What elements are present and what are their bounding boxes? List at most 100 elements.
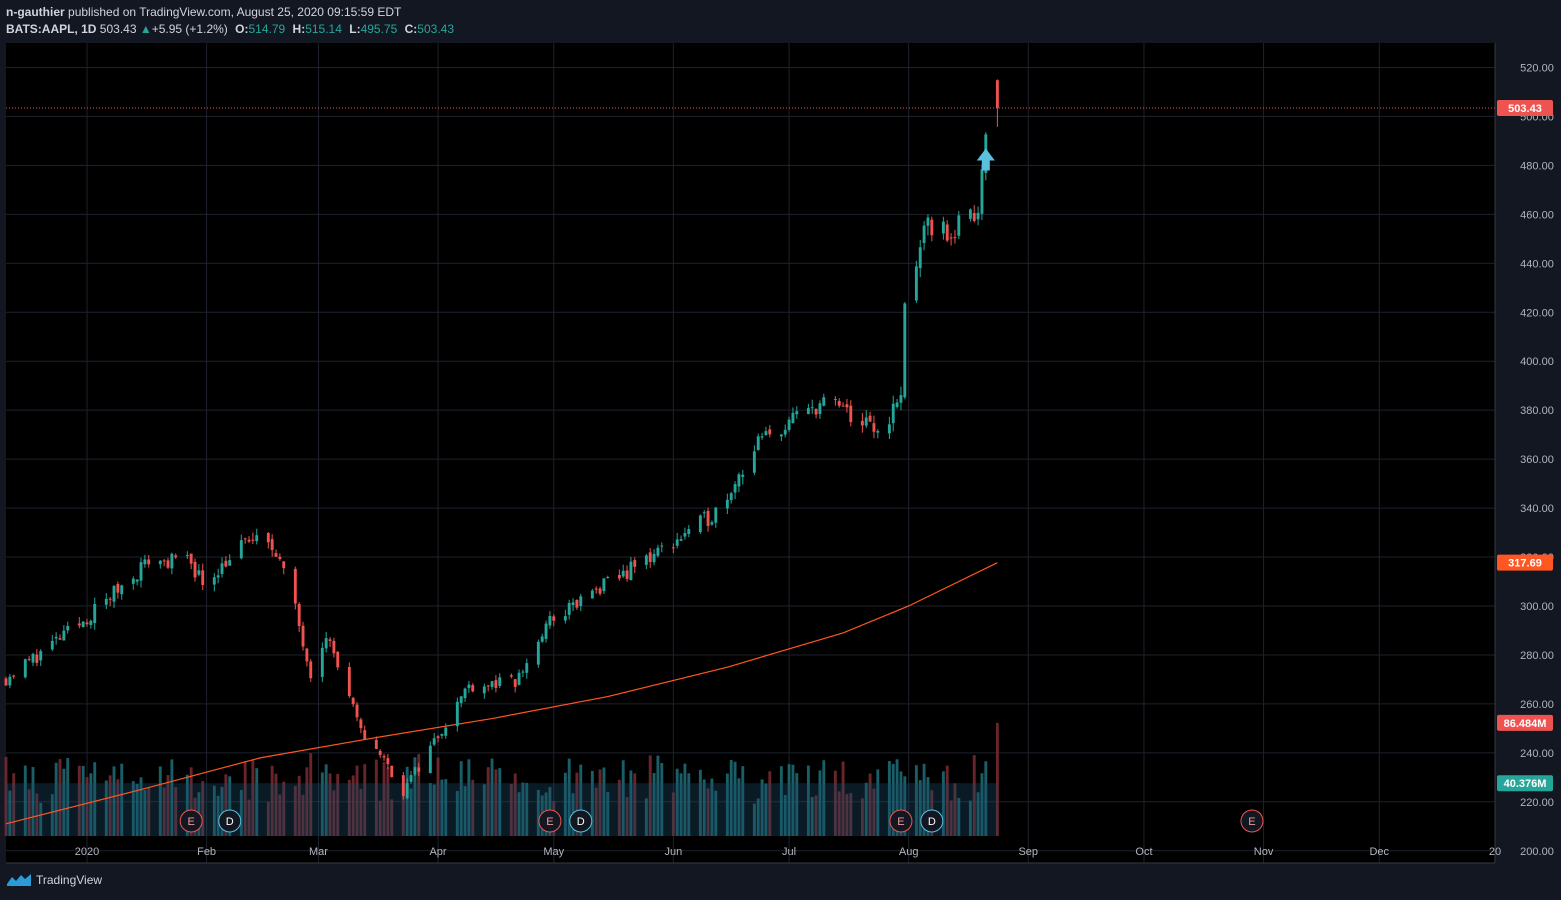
candle-body: [872, 423, 876, 432]
volume-bar: [428, 783, 432, 836]
volume-bar: [683, 763, 687, 836]
footer: TradingView: [6, 873, 102, 887]
candle-body: [359, 719, 363, 729]
candle-body: [787, 419, 791, 430]
candle-body: [810, 407, 814, 409]
volume-bar: [39, 802, 43, 836]
volume-bar: [220, 786, 224, 836]
volume-bar: [563, 772, 567, 836]
volume-bar: [270, 765, 274, 836]
volume-bar: [995, 722, 999, 836]
y-tick-label: 420.00: [1520, 307, 1554, 319]
candle-body: [652, 553, 656, 563]
candle-body: [926, 217, 930, 226]
candle-body: [606, 576, 610, 578]
volume-bar: [509, 783, 513, 836]
candle-body: [891, 403, 895, 424]
candle-body: [864, 417, 868, 426]
footer-brand[interactable]: TradingView: [36, 873, 103, 887]
candle-body: [351, 697, 355, 705]
volume-bar: [822, 760, 826, 836]
candle-body: [81, 621, 85, 628]
candle-body: [486, 685, 490, 687]
candle-body: [417, 767, 421, 772]
volume-bar: [332, 790, 336, 836]
candle-body: [957, 215, 961, 236]
candle-body: [297, 604, 301, 626]
candle-body: [239, 540, 243, 559]
plot-area[interactable]: [6, 43, 1495, 863]
candle-body: [895, 402, 899, 408]
author-name[interactable]: n-gauthier: [6, 5, 65, 19]
volume-bar: [201, 781, 205, 836]
volume-bar: [135, 783, 139, 836]
volume-bar: [486, 767, 490, 836]
volume-bar: [89, 773, 93, 836]
candle-body: [274, 553, 278, 557]
volume-bar: [513, 773, 517, 836]
candle-body: [675, 539, 679, 546]
y-tick-label: 200.00: [1520, 846, 1554, 858]
candle-body: [887, 424, 891, 434]
volume-value-label: 86.484M: [1504, 718, 1547, 730]
volume-bar: [652, 773, 656, 836]
volume-bar: [432, 784, 436, 836]
candle-body: [455, 701, 459, 727]
volume-bar: [378, 800, 382, 836]
candle-body: [324, 638, 328, 649]
candle-body: [89, 620, 93, 625]
change-value: +5.95 (+1.2%): [151, 22, 228, 36]
volume-bar: [737, 778, 741, 836]
publish-line: n-gauthier published on TradingView.com,…: [6, 4, 454, 21]
candle-body: [679, 539, 683, 541]
volume-bar: [590, 770, 594, 836]
volume-bar: [795, 773, 799, 836]
volume-bar: [324, 764, 328, 836]
time-axis[interactable]: 2020 Feb Mar Apr May Jun Jul Aug Sep Oct Nov Dec 20: [6, 846, 1501, 864]
y-tick-label: 220.00: [1520, 797, 1554, 809]
volume-bar: [606, 791, 610, 836]
candle-body: [868, 415, 872, 422]
candle-body: [972, 213, 976, 221]
candle-body: [876, 431, 880, 433]
x-tick-label: Jun: [664, 846, 682, 858]
candle-body: [31, 653, 35, 663]
candle-body: [536, 641, 540, 665]
volume-bar: [679, 773, 683, 836]
event-marker-e: [538, 809, 562, 833]
y-tick-label: 340.00: [1520, 503, 1554, 515]
volume-bar: [891, 764, 895, 836]
volume-bar: [594, 787, 598, 836]
volume-bar: [887, 761, 891, 836]
volume-bar: [729, 759, 733, 836]
x-tick-label: Feb: [197, 846, 216, 858]
volume-bar: [733, 761, 737, 836]
candle-body: [220, 563, 224, 574]
volume-bar: [498, 768, 502, 836]
candle-body: [251, 539, 255, 541]
volume-bar: [980, 773, 984, 836]
candle-body: [498, 677, 502, 686]
candle-body: [845, 404, 849, 408]
volume-bar: [764, 783, 768, 836]
candle-body: [270, 539, 274, 550]
candle-body: [656, 547, 660, 556]
candle-body: [336, 651, 340, 668]
volume-bar: [791, 764, 795, 836]
volume-bar: [579, 764, 583, 836]
volume-bar: [648, 755, 652, 836]
candle-body: [482, 686, 486, 694]
candle-body: [575, 599, 579, 608]
volume-bar: [914, 765, 918, 836]
candle-body: [617, 575, 621, 579]
price-axis[interactable]: 200.00220.00240.00260.00280.00300.00320.…: [1494, 43, 1554, 863]
candle-body: [212, 577, 216, 585]
up-arrow-icon: [976, 148, 995, 171]
tradingview-logo-icon[interactable]: [6, 873, 32, 887]
volume-bar: [189, 767, 193, 836]
candle-body: [567, 602, 571, 615]
candle-body: [914, 266, 918, 301]
candle-body: [598, 588, 602, 594]
